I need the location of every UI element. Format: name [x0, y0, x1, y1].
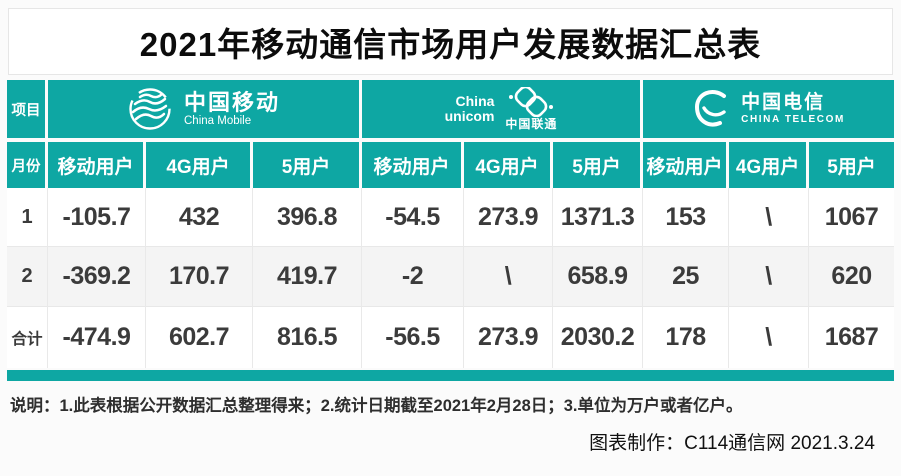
- table-cell: 25: [643, 246, 730, 306]
- china-mobile-wordmark: 中国移动 China Mobile: [184, 91, 280, 127]
- credit-line: 图表制作：C114通信网 2021.3.24: [589, 433, 875, 454]
- column-header-row: 月份 移动用户 4G用户 5用户 移动用户 4G用户 5用户 移动用户 4G用户…: [7, 142, 895, 188]
- column-header: 移动用户: [362, 142, 465, 188]
- column-header: 4G用户: [729, 142, 810, 188]
- table-cell: \: [729, 188, 810, 246]
- column-header: 5用户: [253, 142, 363, 188]
- row-label: 合计: [7, 306, 48, 368]
- table-cell: 153: [643, 188, 730, 246]
- table-row-total: 合计 -474.9 602.7 816.5 -56.5 273.9 2030.2…: [7, 306, 895, 368]
- month-header: 月份: [7, 142, 48, 188]
- table-cell: 658.9: [553, 246, 644, 306]
- column-header: 移动用户: [643, 142, 730, 188]
- title-bar: 2021年移动通信市场用户发展数据汇总表: [8, 8, 893, 75]
- carrier-name-en: China Mobile: [184, 114, 252, 127]
- row-label: 2: [7, 246, 48, 306]
- column-header: 4G用户: [464, 142, 554, 188]
- row-label: 1: [7, 188, 48, 246]
- carrier-name-en-line1: China: [455, 93, 495, 110]
- carrier-header-china-telecom: 中国电信 CHINA TELECOM: [643, 80, 895, 142]
- table-cell: 2030.2: [553, 306, 644, 368]
- carrier-name-en-line2: unicom: [444, 108, 495, 124]
- table-cell: -369.2: [48, 246, 146, 306]
- carrier-name-zh: 中国电信: [741, 92, 826, 114]
- table-row-month-2: 2 -369.2 170.7 419.7 -2 \ 658.9 25 \ 620: [7, 246, 895, 306]
- china-unicom-knot-icon: [506, 86, 556, 117]
- page-title: 2021年移动通信市场用户发展数据汇总表: [139, 25, 762, 63]
- china-mobile-logo-icon: [127, 86, 173, 132]
- column-header: 4G用户: [146, 142, 253, 188]
- table-cell: 1687: [809, 306, 895, 368]
- table-cell: 432: [146, 188, 253, 246]
- corner-header: 项目: [7, 80, 48, 142]
- carrier-header-row: 项目: [7, 80, 895, 142]
- table-cell: 396.8: [253, 188, 363, 246]
- footnote: 说明：1.此表根据公开数据汇总整理得来；2.统计日期截至2021年2月28日；3…: [10, 397, 743, 415]
- table-row-month-1: 1 -105.7 432 396.8 -54.5 273.9 1371.3 15…: [7, 188, 895, 246]
- data-table: 项目: [7, 80, 895, 368]
- table-cell: \: [729, 306, 810, 368]
- table-cell: 273.9: [464, 306, 554, 368]
- table-cell: 419.7: [253, 246, 363, 306]
- china-unicom-wordmark: China unicom: [445, 94, 495, 123]
- table-cell: 273.9: [464, 188, 554, 246]
- carrier-header-china-unicom: China unicom: [362, 80, 644, 142]
- table-cell: -54.5: [362, 188, 465, 246]
- table-cell: 170.7: [146, 246, 253, 306]
- table-cell: -474.9: [48, 306, 146, 368]
- table-cell: -105.7: [48, 188, 146, 246]
- table-cell: 1067: [824, 202, 879, 231]
- table-cell: -2: [362, 246, 465, 306]
- column-header: 移动用户: [48, 142, 146, 188]
- china-telecom-logo-icon: [692, 89, 730, 129]
- column-header: 5用户: [553, 142, 644, 188]
- china-telecom-wordmark: 中国电信 CHINA TELECOM: [741, 92, 845, 125]
- table-cell: \: [464, 246, 554, 306]
- table-cell: -56.5: [362, 306, 465, 368]
- table-cell: \: [729, 246, 810, 306]
- table-cell: 816.5: [253, 306, 363, 368]
- separator-band: [7, 370, 894, 381]
- carrier-header-china-mobile: 中国移动 China Mobile: [48, 80, 363, 142]
- column-header: 5用户: [809, 142, 895, 188]
- table-cell: 1371.3: [553, 188, 644, 246]
- carrier-name-zh: 中国联通: [505, 116, 558, 131]
- table-cell: 178: [643, 306, 730, 368]
- carrier-name-zh: 中国移动: [184, 90, 281, 116]
- carrier-name-en: CHINA TELECOM: [741, 113, 845, 125]
- table-cell: 620: [809, 246, 895, 306]
- table-cell: 602.7: [146, 306, 253, 368]
